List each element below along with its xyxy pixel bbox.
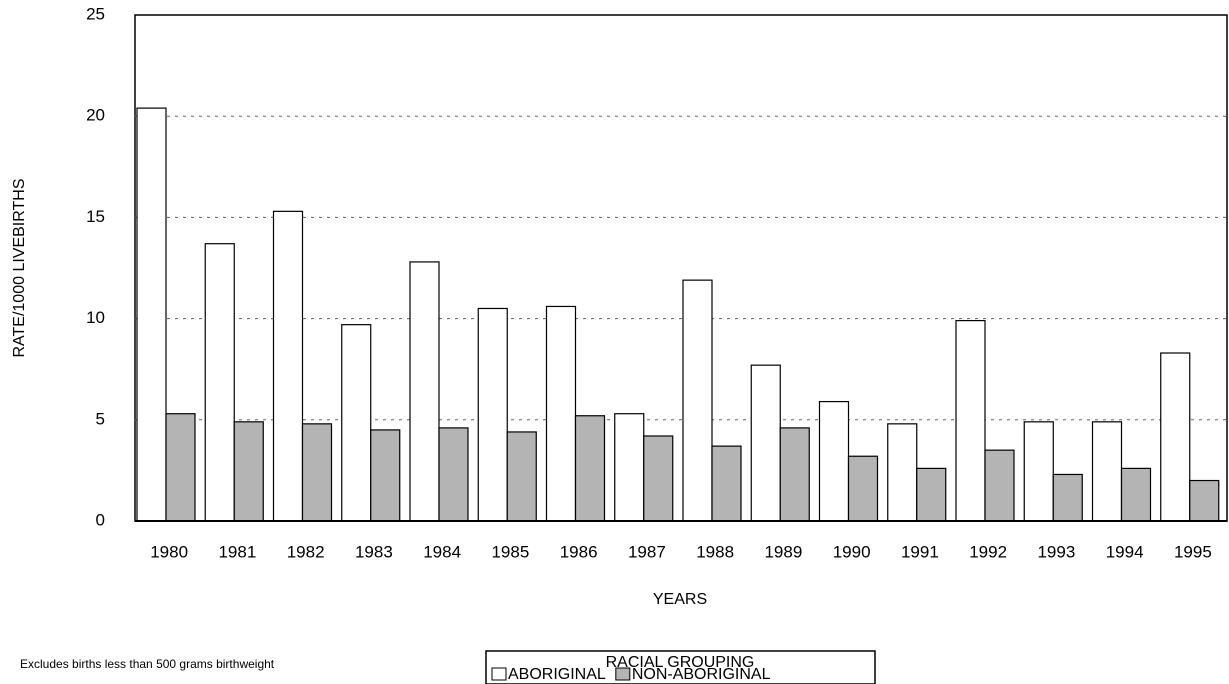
y-tick-label: 0 (96, 510, 105, 529)
bar (1160, 352, 1191, 522)
bar (1120, 467, 1152, 522)
bar (916, 467, 947, 522)
legend-label: ABORIGINAL (508, 666, 606, 683)
bar (477, 307, 508, 522)
bar (506, 431, 537, 522)
bar (370, 429, 401, 522)
y-tick-label: 5 (96, 409, 105, 428)
x-tick-label: 1983 (355, 542, 393, 561)
x-tick-label: 1982 (287, 542, 325, 561)
bar (750, 364, 781, 522)
legend-swatch (491, 667, 507, 681)
x-tick-label: 1986 (560, 542, 598, 561)
y-tick-label: 20 (86, 106, 105, 125)
bar (204, 243, 235, 522)
y-tick-label: 15 (86, 207, 105, 226)
bar (165, 413, 196, 522)
bar (545, 305, 577, 522)
bar (574, 415, 606, 522)
bar (1189, 479, 1220, 522)
bar (643, 435, 674, 522)
x-tick-label: 1985 (491, 542, 529, 561)
x-tick-label: 1984 (423, 542, 461, 561)
bar (301, 423, 333, 522)
bar (438, 427, 469, 522)
x-tick-label: 1993 (1037, 542, 1075, 561)
y-axis-label: RATE/1000 LIVEBIRTHS (11, 178, 28, 357)
x-tick-label: 1987 (628, 542, 666, 561)
legend-title: RACIAL GROUPING (606, 654, 755, 671)
x-tick-label: 1992 (969, 542, 1007, 561)
x-tick-label: 1990 (833, 542, 871, 561)
bar (984, 449, 1015, 522)
y-tick-label: 25 (86, 4, 105, 23)
bar (1023, 421, 1054, 522)
bar (818, 400, 850, 522)
bar (1052, 473, 1083, 522)
x-tick-label: 1989 (764, 542, 802, 561)
bar (233, 421, 264, 522)
bar (887, 423, 918, 522)
x-tick-label: 1994 (1106, 542, 1144, 561)
bar (711, 445, 742, 522)
footnote: Excludes births less than 500 grams birt… (20, 657, 275, 671)
x-tick-label: 1988 (696, 542, 734, 561)
x-tick-label: 1980 (150, 542, 188, 561)
x-axis-label: YEARS (653, 591, 707, 608)
bar (847, 455, 879, 522)
legend-box (485, 650, 876, 684)
y-tick-label: 10 (86, 308, 105, 327)
x-tick-label: 1995 (1174, 542, 1212, 561)
x-tick-label: 1991 (901, 542, 939, 561)
bar (409, 261, 440, 522)
legend-label: NON-ABORIGINAL (632, 666, 771, 683)
bar (341, 324, 372, 522)
bar (272, 210, 304, 522)
x-tick-label: 1981 (218, 542, 256, 561)
bar (955, 320, 986, 522)
bar (779, 427, 810, 522)
legend-swatch (615, 667, 631, 681)
bar (136, 107, 167, 522)
bar (1091, 421, 1123, 522)
bar (682, 279, 713, 522)
bar (614, 413, 645, 522)
